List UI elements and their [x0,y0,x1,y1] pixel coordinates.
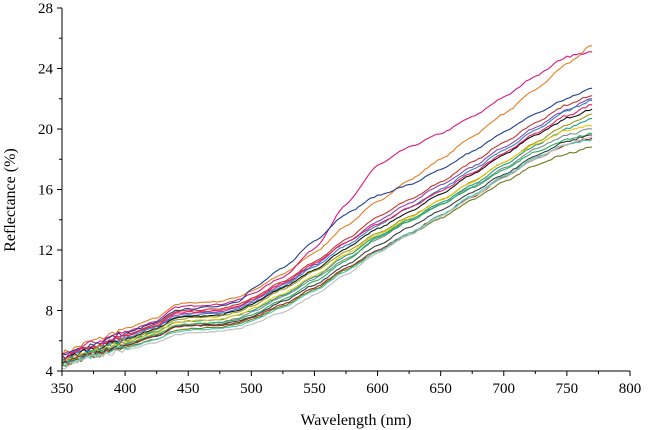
x-tick-label: 700 [493,381,516,397]
x-tick-label: 400 [114,381,137,397]
series-line-7 [61,108,593,361]
series-line-2 [61,51,593,356]
series-line-14 [61,134,593,364]
series-line-16 [61,146,593,367]
y-tick-label: 8 [46,304,54,320]
y-tick-label: 20 [38,122,53,138]
x-tick-label: 750 [556,381,579,397]
series-line-18 [61,136,593,370]
x-tick-label: 550 [303,381,326,397]
series-line-10 [61,117,593,363]
series-layer [61,45,593,370]
series-line-6 [61,99,593,361]
series-line-17 [61,139,593,366]
x-tick-label: 500 [240,381,263,397]
series-line-15 [61,137,593,366]
series-line-9 [61,113,593,362]
y-tick-label: 16 [38,183,54,199]
y-tick-label: 12 [38,243,53,259]
series-line-3 [61,87,593,356]
y-tick-label: 28 [38,1,53,17]
x-axis-title: Wavelength (nm) [300,412,411,429]
y-axis-title: Reflectance (%) [2,148,19,251]
series-line-4 [61,95,593,360]
y-tick-label: 24 [38,62,54,78]
x-tick-label: 800 [619,381,642,397]
y-tick-label: 4 [46,364,54,380]
series-line-11 [61,124,593,363]
x-tick-label: 450 [177,381,200,397]
axes-layer: 350 400 450 500 550 600 650 700 750 800 4 8 12 16 20 24… [38,1,641,397]
series-line-13 [61,132,593,364]
series-line-8 [61,104,593,359]
series-line-5 [61,98,593,360]
x-tick-label: 650 [429,381,452,397]
x-tick-label: 350 [51,381,74,397]
x-tick-label: 600 [366,381,389,397]
series-line-1 [61,45,593,356]
